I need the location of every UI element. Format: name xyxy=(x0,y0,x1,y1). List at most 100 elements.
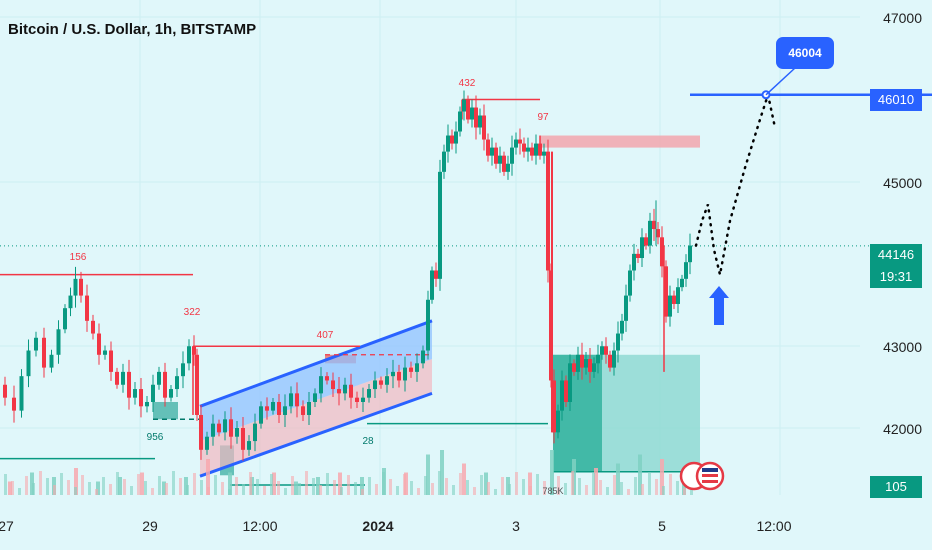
volume-bar xyxy=(74,487,77,495)
candle-body xyxy=(145,401,149,407)
candle-body xyxy=(91,320,95,334)
candle-body xyxy=(470,107,474,120)
candle-body xyxy=(596,354,600,364)
volume-bar xyxy=(326,473,329,495)
x-axis[interactable]: 27 29 12:00 2024 3 5 12:00 xyxy=(0,518,792,534)
candle-body xyxy=(458,111,462,132)
volume-bar xyxy=(298,483,301,495)
volume-bar xyxy=(294,481,298,495)
candle-body xyxy=(79,278,83,296)
volume-bar xyxy=(347,475,350,495)
candle-body xyxy=(450,135,454,144)
candle-body xyxy=(34,337,38,351)
volume-bar xyxy=(130,486,133,495)
volume-bar xyxy=(235,477,238,495)
y-axis[interactable]: 47000 45000 43000 42000 xyxy=(883,10,922,437)
chart-title: Bitcoin / U.S. Dollar, 1h, BITSTAMP xyxy=(8,21,257,38)
channel-upper-line xyxy=(199,319,433,408)
volume-bar xyxy=(25,476,28,495)
volume-bar xyxy=(634,477,637,495)
volume-bar xyxy=(410,481,413,495)
candle-body xyxy=(478,115,482,128)
volume-bar xyxy=(564,483,567,495)
volume-bar xyxy=(316,477,320,495)
volume-bar xyxy=(571,471,574,495)
candle-body xyxy=(151,384,155,402)
candle-body xyxy=(568,363,572,402)
volume-value-tag: 105 xyxy=(870,476,922,498)
candle-body xyxy=(85,295,89,321)
forecast-line xyxy=(694,89,777,275)
annotation-label: 432 xyxy=(459,78,476,89)
candles xyxy=(3,90,692,461)
volume-bar xyxy=(291,476,294,495)
volume-bar xyxy=(557,476,560,495)
candle-body xyxy=(157,371,161,385)
last-price-tag: 44146 xyxy=(870,244,922,266)
volume-bar xyxy=(501,477,504,495)
candle-body xyxy=(211,423,215,437)
candle-body xyxy=(576,354,580,372)
candle-body xyxy=(49,354,54,368)
candle-body xyxy=(588,359,592,372)
candle-body xyxy=(628,270,632,296)
candle-body xyxy=(656,229,660,238)
volume-bar xyxy=(270,474,273,495)
volume-bar xyxy=(272,472,276,495)
candle-body xyxy=(580,354,584,368)
candle-body xyxy=(434,270,438,279)
volume-bar xyxy=(81,475,84,495)
volume-bar xyxy=(277,481,280,495)
candle-body xyxy=(632,253,636,271)
volume-bars xyxy=(4,450,693,495)
volume-bar xyxy=(242,484,245,495)
volume-bar xyxy=(508,484,511,495)
candle-body xyxy=(325,376,329,381)
volume-bar xyxy=(207,487,210,495)
candle-body xyxy=(426,299,430,351)
volume-bar xyxy=(256,479,259,495)
volume-bar xyxy=(375,484,378,495)
candle-body xyxy=(534,143,538,156)
candle-body xyxy=(490,147,494,156)
candle-body xyxy=(265,406,269,411)
volume-bar xyxy=(228,489,231,495)
candle-body xyxy=(616,333,620,351)
volume-bar xyxy=(417,488,420,495)
annotation-label: 322 xyxy=(184,307,201,318)
volume-bar xyxy=(594,468,598,495)
candle-body xyxy=(259,406,263,424)
candle-body xyxy=(163,371,167,398)
volume-bar xyxy=(172,471,175,495)
volume-bar xyxy=(462,463,466,495)
candle-body xyxy=(355,397,359,402)
volume-bar xyxy=(116,472,119,495)
volume-bar xyxy=(466,480,469,495)
candle-body xyxy=(103,350,107,355)
volume-bar xyxy=(46,478,49,495)
flag-stripe xyxy=(702,468,718,472)
volume-bar xyxy=(53,485,56,495)
y-tick-label: 47000 xyxy=(883,10,922,26)
zones xyxy=(153,135,700,476)
volume-bar xyxy=(123,479,126,495)
candle-body xyxy=(514,139,518,148)
volume-bar xyxy=(599,480,602,495)
x-tick-label: 12:00 xyxy=(756,518,791,534)
candle-body xyxy=(181,363,185,377)
target-callout: 46004 xyxy=(776,37,834,69)
candle-body xyxy=(652,220,656,230)
candle-body xyxy=(385,376,389,385)
flag-stripe xyxy=(702,474,718,477)
y-tick-label: 45000 xyxy=(883,175,922,191)
annotation-label: 28 xyxy=(362,436,374,447)
y-tick-label: 43000 xyxy=(883,339,922,355)
volume-bar xyxy=(354,482,357,495)
volume-bar xyxy=(528,472,532,495)
candle-body xyxy=(97,333,101,355)
candle-body xyxy=(442,151,446,172)
candle-body xyxy=(391,371,395,377)
volume-bar xyxy=(616,463,620,495)
candle-body xyxy=(139,389,143,407)
